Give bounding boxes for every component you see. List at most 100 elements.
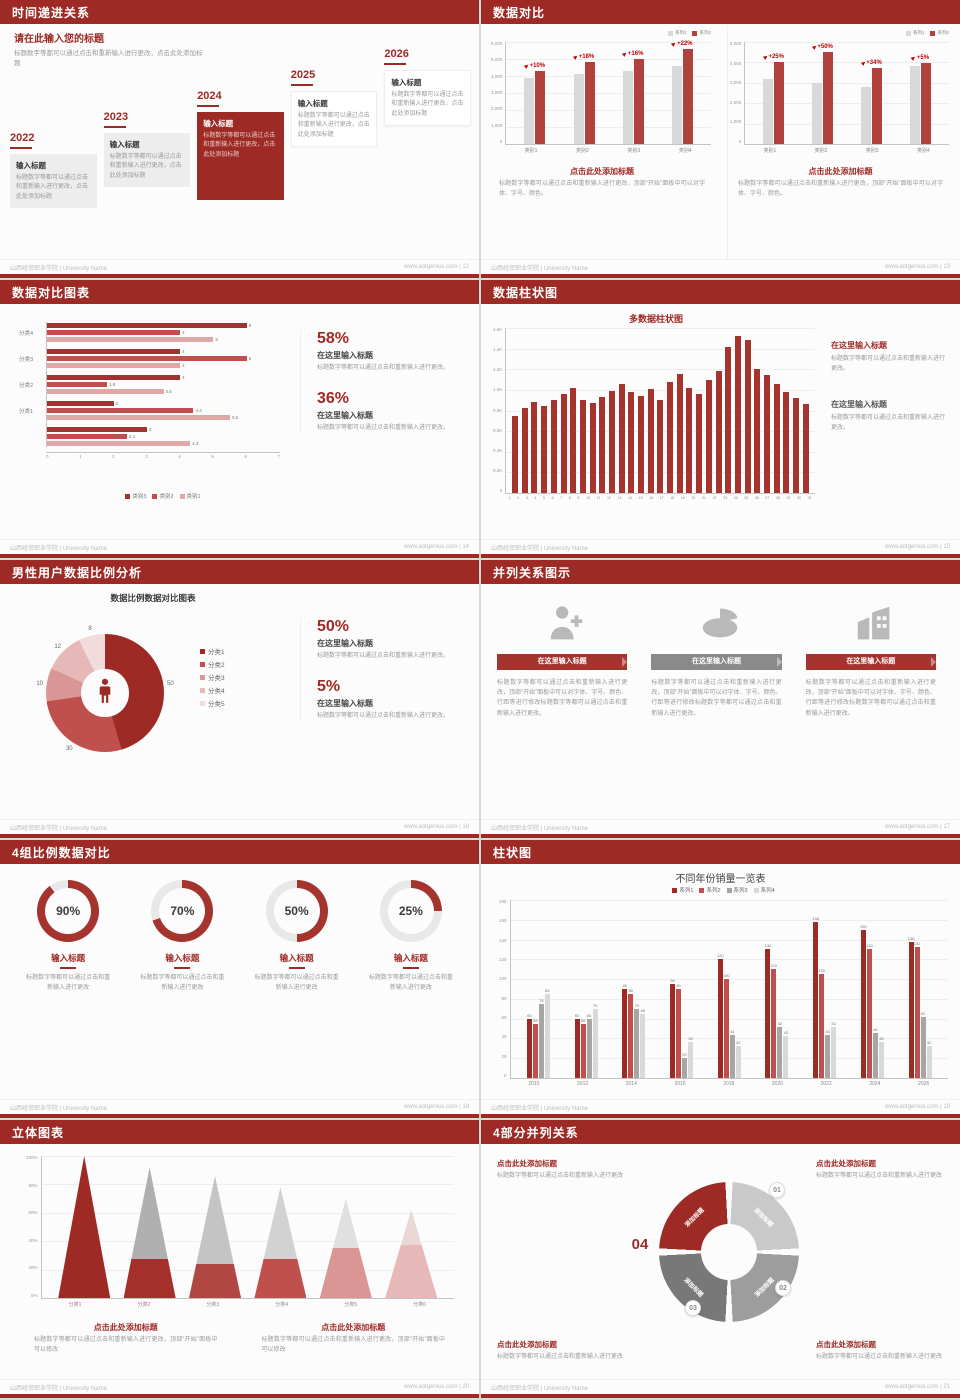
footer-url: www.aotgenius.com — [404, 1104, 458, 1110]
column-title-bar: 在这里输入标题 — [805, 654, 936, 670]
multi-bar-chart: 1.6K 1.4K 1.2K 1.0K 0.8K 0.6K 0.4K 0.2K 0 1 2 3 4 5 6 7… — [493, 327, 815, 500]
caption-desc: 标题数字等都可以通过点击和重新输入进行更改，顶部“开始”面板中可以修改 — [261, 1337, 446, 1353]
stat-desc: 标题数字等都可以通过点击和重新输入进行更改。 — [317, 365, 450, 371]
caption-title: 点击此处添加标题 — [321, 1323, 386, 1332]
slide-16-header-bar: 男性用户数据比例分析 — [0, 560, 479, 584]
footer-separator: | — [938, 264, 944, 270]
slide-13-thumbnail[interactable]: 数据对比 系列1 系列2 6,000 5,000 4,000 3,000 2,000 1,0… — [481, 0, 960, 278]
footer-page-number: 14 — [462, 544, 469, 550]
footer-university: 山西经贸职业学院 | University Name — [491, 545, 588, 552]
stat-title: 在这里输入标题 — [317, 639, 373, 648]
timeline-step: 2025 输入标题 标题数字等都可以通过点击和重新输入进行更改，点击此处添加标题 — [290, 69, 378, 147]
slide-footer: 山西经贸职业学院 | University Name www.aotgenius… — [0, 539, 479, 554]
caption-blocks: 点击此处添加标题 标题数字等都可以通过点击和重新输入进行更改，顶部“开始”面板中… — [34, 1322, 445, 1355]
slide-20-thumbnail[interactable]: 立体图表 100% 80% 60% 40% 20% 0% 分类1 分类2 分类3 分类4 分类5 分类… — [0, 1120, 479, 1398]
stat-title: 在这里输入标题 — [317, 410, 373, 420]
slide-15-thumbnail[interactable]: 数据柱状图 多数据柱状图 1.6K 1.4K 1.2K 1.0K 0.8K 0.6K 0.4… — [481, 280, 960, 558]
quad-donut — [659, 1182, 799, 1322]
footer-separator: | — [457, 824, 463, 830]
slide-19-header-bar: 柱状图 — [481, 840, 960, 864]
stat-desc: 标题数字等都可以通过点击和重新输入进行更改。 — [317, 653, 450, 659]
footer-university: 山西经贸职业学院 | University Name — [10, 545, 107, 552]
slide-17-body: 在这里输入标题 标题数字等都可以通过点击和重新输入进行更改，顶部“开始”面板中可… — [481, 584, 960, 819]
slide-12-header-bar: 时间递进关系 — [0, 0, 479, 24]
slide-bottom-accent — [0, 1114, 479, 1118]
stat-percent: 50% — [317, 618, 350, 635]
caption-title: 点击此处添加标题 — [93, 1323, 158, 1332]
caption-desc: 标题数字等都可以通过点击和重新输入进行更改，顶部“开始”面板中可以修改 — [34, 1337, 218, 1353]
timeline-step: 2023 输入标题 标题数字等都可以通过点击和重新输入进行更改，点击此处添加标题 — [103, 111, 191, 187]
footer-page: www.aotgenius.com | 20 — [404, 1384, 469, 1390]
bar-chart-right: 5,000 4,000 3,000 2,000 1,000 0 +25% +50% +34% +5… — [730, 41, 949, 154]
slide-bottom-accent — [0, 554, 479, 558]
footer-page-number: 13 — [943, 264, 950, 270]
slide-18-body: 90% 输入标题 标题数字等都可以通过点击和重新输入进行更改 70% 输入标题 标题数字等… — [0, 864, 479, 1099]
footer-url: www.aotgenius.com — [885, 824, 939, 830]
footer-separator: | — [938, 1384, 944, 1390]
slide-footer: 山西经贸职业学院 | University Name www.aotgenius… — [481, 1099, 960, 1114]
slide-21-title: 4部分并列关系 — [493, 1125, 579, 1140]
slide-bottom-accent — [481, 554, 960, 558]
caption-block: 点击此处添加标题 标题数字等都可以通过点击和重新输入进行更改，顶部“开始”面板中… — [262, 1322, 446, 1355]
horizontal-bar-chart: 分类4 6 4 5 分类3 4 6 4 分类2 4 1.8 3.5 分类1 2 4.4 5.5 3 2.4 4.3 0… — [19, 322, 280, 459]
slide-16-thumbnail[interactable]: 男性用户数据比例分析 数据比例数据对比图表 50 30 10 12 8 分类1 分类2 分类… — [0, 560, 479, 838]
pie-3d-icon — [651, 594, 789, 654]
timeline-step: 2022 输入标题 标题数字等都可以通过点击和重新输入进行更改，点击此处添加标题 — [10, 132, 97, 208]
slide-14-thumbnail[interactable]: 数据对比图表 分类4 6 4 5 分类3 4 6 4 分类2 4 1.8 3.5 分类1 2 4.4 5.5 3… — [0, 280, 479, 558]
slide-21-body: 点击此处添加标题 标题数字等都可以通过点击和重新输入进行更改 点击此处添加标题 … — [481, 1144, 960, 1379]
chart-legend: 系列1 系列2 系列3 系列4 — [481, 886, 960, 894]
user-add-icon — [497, 594, 635, 654]
corner-block-top-right: 点击此处添加标题 标题数字等都可以通过点击和重新输入进行更改 — [816, 1158, 950, 1182]
timeline-step: 2026 输入标题 标题数字等都可以通过点击和重新输入进行更改，点击此处添加标题 — [384, 48, 471, 126]
slide-21-thumbnail[interactable]: 4部分并列关系 点击此处添加标题 标题数字等都可以通过点击和重新输入进行更改 点… — [481, 1120, 960, 1398]
slide-17-thumbnail[interactable]: 并列关系图示 在这里输入标题 标题数字等都可以通过点击和重新输入进行更改，顶部“… — [481, 560, 960, 838]
footer-page: www.aotgenius.com | 13 — [885, 264, 950, 270]
slide-16-title: 男性用户数据比例分析 — [12, 565, 143, 580]
timeline: 2022 输入标题 标题数字等都可以通过点击和重新输入进行更改，点击此处添加标题 20… — [10, 48, 471, 255]
column-desc: 标题数字等都可以通过点击和重新输入进行更改，顶部“开始”面板中可以对字体、字号、… — [497, 680, 628, 717]
text-block-desc: 标题数字等都可以通过点击和重新输入进行更改。 — [831, 356, 946, 372]
corner-desc: 标题数字等都可以通过点击和重新输入进行更改 — [497, 1173, 624, 1179]
slide-footer: 山西经贸职业学院 | University Name www.aotgenius… — [481, 1379, 960, 1394]
step-badge-04: 04 — [631, 1235, 649, 1253]
slide-12-thumbnail[interactable]: 时间递进关系 请在此输入您的标题 标题数字等都可以通过点击和重新输入进行更改，点… — [0, 0, 479, 278]
slide-bottom-accent — [0, 1394, 479, 1398]
stat-desc: 标题数字等都可以通过点击和重新输入进行更改。 — [317, 712, 450, 719]
slide-14-title: 数据对比图表 — [12, 285, 91, 300]
slide-bottom-accent — [481, 1114, 960, 1118]
footer-url: www.aotgenius.com — [404, 824, 458, 830]
chart-legend: 系列1 系列2 — [900, 30, 949, 37]
footer-url: www.aotgenius.com — [404, 264, 458, 270]
progress-rings: 90% 输入标题 标题数字等都可以通过点击和重新输入进行更改 70% 输入标题 标题数字等… — [20, 880, 459, 994]
slide-19-title: 柱状图 — [493, 845, 533, 860]
slide-17-title: 并列关系图示 — [493, 565, 572, 580]
stat-title: 在这里输入标题 — [317, 351, 373, 360]
slide-18-thumbnail[interactable]: 4组比例数据对比 90% 输入标题 标题数字等都可以通过点击和重新输入进行更改 70%… — [0, 840, 479, 1118]
block-desc: 标题数字等都可以通过点击和重新输入进行更改，顶部“开始”面板中可以对字体、字号、… — [499, 181, 705, 197]
ratio-card: 70% 输入标题 标题数字等都可以通过点击和重新输入进行更改 — [134, 880, 230, 994]
footer-separator: | — [938, 1104, 944, 1110]
slide-12-body: 请在此输入您的标题 标题数字等都可以通过点击和重新输入进行更改，点击此处添加标题… — [0, 24, 479, 259]
text-block: 在这里输入标题 标题数字等都可以通过点击和重新输入进行更改。 — [831, 399, 947, 434]
slide-19-thumbnail[interactable]: 柱状图 不同年份销量一览表 系列1 系列2 系列3 系列4 180 160 140 120 1… — [481, 840, 960, 1118]
donut-chart: 50 30 10 12 8 — [36, 625, 174, 752]
footer-university: 山西经贸职业学院 | University Name — [10, 1105, 107, 1112]
stat-percent: 36% — [317, 389, 350, 407]
step-badge-01: 01 — [769, 1182, 785, 1198]
slide-bottom-accent — [481, 834, 960, 838]
slide-footer: 山西经贸职业学院 | University Name www.aotgenius… — [0, 259, 479, 274]
footer-page-number: 16 — [462, 824, 469, 830]
parallel-column: 在这里输入标题 标题数字等都可以通过点击和重新输入进行更改，顶部“开始”面板中可… — [805, 594, 944, 813]
step-badge-03: 03 — [685, 1300, 701, 1316]
footer-page-number: 20 — [462, 1384, 469, 1390]
footer-university: 山西经贸职业学院 | University Name — [491, 265, 588, 272]
footer-university: 山西经贸职业学院 | University Name — [491, 1385, 588, 1392]
footer-url: www.aotgenius.com — [404, 544, 458, 550]
footer-page-number: 17 — [943, 824, 950, 830]
stat-percent: 5% — [317, 677, 341, 695]
slide-13-body: 系列1 系列2 6,000 5,000 4,000 3,000 2,000 1,000 0 +1… — [481, 24, 960, 259]
slide-15-body: 多数据柱状图 1.6K 1.4K 1.2K 1.0K 0.8K 0.6K 0.4K 0.2K 0… — [481, 304, 960, 539]
chart-title: 多数据柱状图 — [628, 314, 683, 324]
slide-16-body: 数据比例数据对比图表 50 30 10 12 8 分类1 分类2 分类3 分类4 分类5 50%… — [0, 584, 479, 819]
slide-footer: 山西经贸职业学院 | University Name www.aotgenius… — [481, 819, 960, 834]
